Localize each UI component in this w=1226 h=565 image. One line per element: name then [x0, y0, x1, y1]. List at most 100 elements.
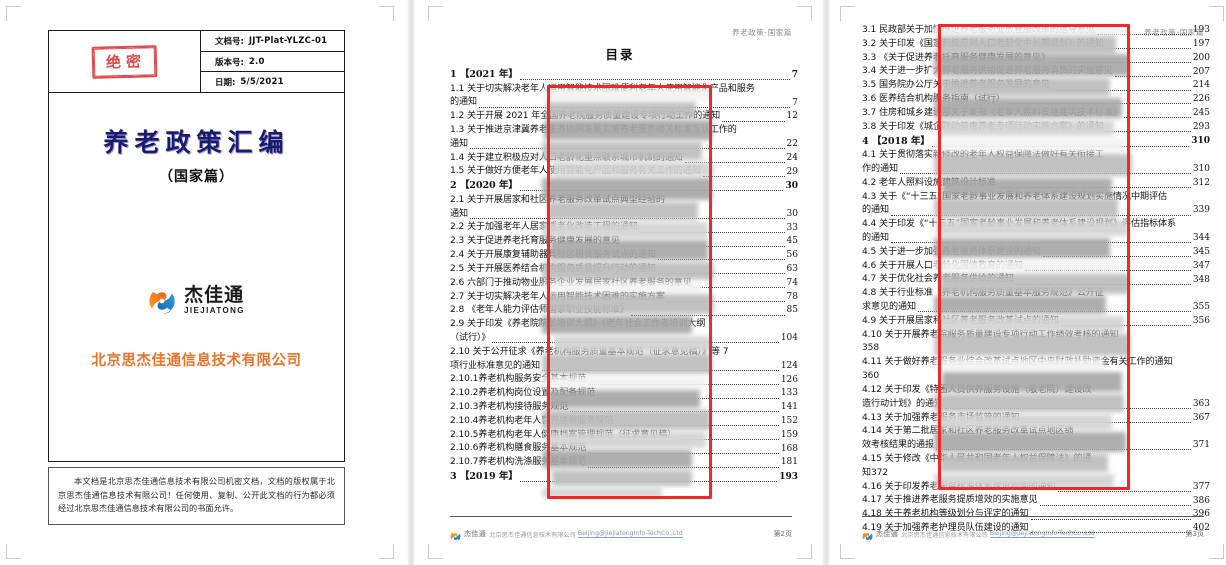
- toc-entry[interactable]: 358: [862, 342, 1210, 356]
- toc-entry-label: 2.6 六部门于推动物业服务企业发展居家社区养老服务的意见: [450, 277, 692, 288]
- toc-entry[interactable]: 3.4 关于进一步扩大养老服务供给促进养老服务消费的实施意见 207: [862, 65, 1210, 79]
- meta-label-date: 日期:: [215, 78, 236, 89]
- toc-entry[interactable]: 知372: [862, 467, 1210, 481]
- toc-entry[interactable]: 4.18 关于养老机构等级划分与评定的通知 396: [862, 508, 1210, 522]
- toc-entry[interactable]: 2.2 关于加强老年人居家适老化改造工程的通知 33: [450, 221, 798, 235]
- toc-entry[interactable]: 4.9 关于开展居家和社区养老服务改革试点的通知 356: [862, 315, 1210, 329]
- toc-heading[interactable]: 3 【2019 年】 193: [450, 470, 798, 485]
- toc-leader-dots: [1024, 269, 1191, 271]
- toc-entry[interactable]: 效考核结果的通报 371: [862, 439, 1210, 453]
- toc-entry[interactable]: 2.6 六部门于推动物业服务企业发展居家社区养老服务的意见 74: [450, 277, 798, 291]
- toc-entry[interactable]: 4.7 关于优化社会养老服务供给的通知 348: [862, 273, 1210, 287]
- toc-entry[interactable]: 1.4 关于建立积极应对人口老龄化重点联系城市机制的通知 24: [450, 152, 798, 166]
- document-page-2-toc[interactable]: TONG 养老政策-国家篇 目录 1 【2021 年】 7 1.1 关于切实解决老年…: [422, 0, 818, 565]
- toc-entry[interactable]: 4.15 关于修改《中华人民共和国老年人权益保障法》的通: [862, 453, 1210, 467]
- toc-entry[interactable]: 3.2 关于印发《国家积极应对人口老龄化中长期规划》的通知 197: [862, 38, 1210, 52]
- toc-entry[interactable]: 2.10.6养老机构膳食服务基本规范 168: [450, 442, 798, 456]
- toc-list-page3[interactable]: 3.1 民政部关于加快推进养老服务业放管服改革的指导意见 193 3.2 关于印发《…: [862, 24, 1210, 536]
- meta-label-doc-number: 文档号:: [215, 36, 244, 47]
- toc-entry[interactable]: 4.5 关于进一步加强养老服务体系建设的通知 345: [862, 246, 1210, 260]
- toc-entry-label: 3.7 住房和城乡建设部关于发布《老年人照料设施建筑技术标准》: [862, 107, 1122, 118]
- toc-entry[interactable]: 的通知 344: [862, 232, 1210, 246]
- toc-entry[interactable]: 2.10.5养老机构老年人健康档案管理规范（征求意见稿） 159: [450, 429, 798, 443]
- toc-leader-dots: [1057, 490, 1191, 492]
- toc-entry[interactable]: 4.10 关于开展养老院服务质量建设专项行动工作绩效考核的通知: [862, 329, 1210, 343]
- toc-page-number: 347: [1192, 260, 1210, 271]
- toc-entry[interactable]: 3.6 医养结合机构服务指南（试行） 226: [862, 93, 1210, 107]
- toc-entry[interactable]: 3.7 住房和城乡建设部关于发布《老年人照料设施建筑技术标准》 245: [862, 107, 1210, 121]
- toc-leader-dots: [597, 397, 779, 399]
- toc-entry[interactable]: 求意见的通知 355: [862, 301, 1210, 315]
- toc-entry[interactable]: 3.5 国务院办公厅关于推进养老服务发展的意见 214: [862, 79, 1210, 93]
- toc-leader-dots: [678, 438, 779, 440]
- toc-leader-dots: [615, 424, 779, 427]
- toc-entry[interactable]: 2.5 关于开展医养结合机构服务质量提升行动的通知 63: [450, 263, 798, 277]
- toc-entry[interactable]: 1.3 关于推进京津冀养老服务协同发展实施养老服务相关标准互认工作的: [450, 124, 798, 138]
- toc-entry[interactable]: 2.7 关于切实解决老年人运用智能技术困难的实施方案 78: [450, 291, 798, 305]
- toc-entry[interactable]: 2.10 关于公开征求《养老机构服务质量基本规范（征求意见稿）》等 7: [450, 346, 798, 360]
- toc-entry[interactable]: 2.4 关于开展康复辅助器具社区租赁服务试点的通知 56: [450, 249, 798, 263]
- toc-entry[interactable]: 3.3 《关于促进养老托育服务健康发展的意见》 200: [862, 52, 1210, 66]
- toc-list-page2[interactable]: 1 【2021 年】 7 1.1 关于切实解决老年人运用智能技术困难便利老年人使用智…: [450, 68, 798, 485]
- toc-entry-label: 2.10.2养老机构岗位设置及配备规范: [450, 388, 596, 399]
- toc-entry[interactable]: 2.10.3养老机构接待服务规范 141: [450, 401, 798, 415]
- toc-entry[interactable]: 通知 22: [450, 138, 798, 152]
- toc-entry[interactable]: 4.12 关于印发《特困人员供养服务设施（敬老院）建设改: [862, 384, 1210, 398]
- toc-entry[interactable]: 2.10.4养老机构老年人营养膳食服务规范 152: [450, 415, 798, 429]
- toc-entry[interactable]: 1.5 关于做好方便老年人使用智能化产品和服务有关工作的通知 29: [450, 165, 798, 179]
- toc-heading[interactable]: 2 【2020 年】 30: [450, 179, 798, 194]
- toc-heading[interactable]: 1 【2021 年】 7: [450, 68, 798, 83]
- toc-entry[interactable]: 4.13 关于加强养老服务市场监管的通知 367: [862, 412, 1210, 426]
- toc-entry[interactable]: 作的通知 310: [862, 163, 1210, 177]
- toc-entry[interactable]: 2.3 关于促进养老托育服务健康发展的意见 45: [450, 235, 798, 249]
- toc-page-number: 181: [780, 457, 798, 468]
- toc-entry[interactable]: 4.3 关于《“十三五”国家老龄事业发展和养老体系建设规划实施情况中期评估: [862, 191, 1210, 205]
- toc-leader-dots: [944, 407, 1191, 410]
- toc-entry[interactable]: 360: [862, 370, 1210, 384]
- toc-entry[interactable]: 4.1 关于贯彻落实新修改的老年人权益保障法做好有关衔接工: [862, 149, 1210, 163]
- cover-title: 养老政策汇编: [103, 128, 290, 157]
- toc-entry[interactable]: 的通知 7: [450, 96, 798, 110]
- toc-entry[interactable]: 1.2 关于开展 2021 年全国养老院服务质量建设专项行动工作的通知 12: [450, 110, 798, 124]
- toc-entry[interactable]: 1.1 关于切实解决老年人运用智能技术困难便利老年人使用智能化产品和服务: [450, 83, 798, 97]
- toc-entry[interactable]: 4.17 关于推进养老服务提质增效的实施意见 386: [862, 494, 1210, 508]
- toc-entry[interactable]: 4.14 关于第二批居家和社区养老服务改革试点地区绩: [862, 425, 1210, 439]
- toc-page-number: 24: [786, 152, 798, 163]
- toc-entry[interactable]: 4.4 关于印发《“十三五”国家老龄事业发展和养老体系建设规划》评估指标体系: [862, 218, 1210, 232]
- toc-entry[interactable]: 3.1 民政部关于加快推进养老服务业放管服改革的指导意见 193: [862, 24, 1210, 38]
- toc-page-number: 345: [1192, 246, 1210, 257]
- toc-entry[interactable]: 4.11 关于做好养老服务业综合改革试点地区中央财政补助资金有关工作的通知: [862, 356, 1210, 370]
- toc-entry[interactable]: 3.8 关于印发《城企联动普惠养老专项行动实施方案》的通知 293: [862, 121, 1210, 135]
- document-page-3-toc[interactable]: TONG 养老政策-国家篇 3.1 民政部关于加快推进养老服务业放管服改革的指导…: [834, 0, 1226, 565]
- toc-leader-dots: [890, 241, 1191, 244]
- toc-entry[interactable]: 2.10.7养老机构洗涤服务基本规范 181: [450, 456, 798, 470]
- toc-entry-label: 2.9 关于印发《养老院院长培训大纲》《老年社会工作者培训大纲: [450, 319, 706, 330]
- toc-entry[interactable]: 2.9 关于印发《养老院院长培训大纲》《老年社会工作者培训大纲: [450, 318, 798, 332]
- toc-page-number: 33: [786, 222, 798, 233]
- toc-entry[interactable]: 项行业标准意见的通知 124: [450, 360, 798, 374]
- toc-entry[interactable]: 2.10.2养老机构岗位设置及配备规范 133: [450, 387, 798, 401]
- toc-heading[interactable]: 4 【2018 年】 310: [862, 135, 1210, 150]
- toc-leader-dots: [935, 448, 1191, 451]
- toc-entry[interactable]: 4.16 关于印发养老服务标准体系建设指南的通知 377: [862, 481, 1210, 495]
- toc-page-number: 226: [1192, 94, 1210, 105]
- toc-entry[interactable]: 通知 30: [450, 208, 798, 222]
- toc-entry[interactable]: 4.8 关于行业标准《养老机构服务质量基本服务规范》公开征: [862, 287, 1210, 301]
- toc-entry[interactable]: （试行）》 104: [450, 332, 798, 346]
- toc-page-number: 200: [1192, 52, 1210, 63]
- toc-entry[interactable]: 造行动计划》的通知 363: [862, 398, 1210, 412]
- toc-entry[interactable]: 2.1 关于开展居家和社区养老服务改革试点典型经验的: [450, 194, 798, 208]
- document-page-1-cover[interactable]: 绝密 文档号: JJT-Plat-YLZC-01 版本号: 2.0 日期: 5/…: [0, 0, 400, 565]
- toc-entry[interactable]: 4.6 关于开展人口老龄化国情教育的通知 347: [862, 260, 1210, 274]
- footer-page-number: 第2页: [773, 530, 792, 538]
- toc-entry[interactable]: 2.8 《老年人能力评估师国家职业技能标准》 85: [450, 304, 798, 318]
- toc-entry[interactable]: 的通知 339: [862, 204, 1210, 218]
- toc-entry[interactable]: 2.10.1养老机构服务安全基本规范 126: [450, 373, 798, 387]
- toc-entry[interactable]: 4.2 老年人照料设施建筑设计标准 312: [862, 177, 1210, 191]
- toc-page-number: 29: [786, 166, 798, 177]
- toc-entry[interactable]: 4.19 关于加强养老护理员队伍建设的通知 402: [862, 522, 1210, 536]
- toc-entry-label: 造行动计划》的通知: [862, 398, 943, 409]
- toc-leader-dots: [693, 286, 785, 289]
- toc-entry-label: 3.2 关于印发《国家积极应对人口老龄化中长期规划》的通知: [862, 38, 1104, 49]
